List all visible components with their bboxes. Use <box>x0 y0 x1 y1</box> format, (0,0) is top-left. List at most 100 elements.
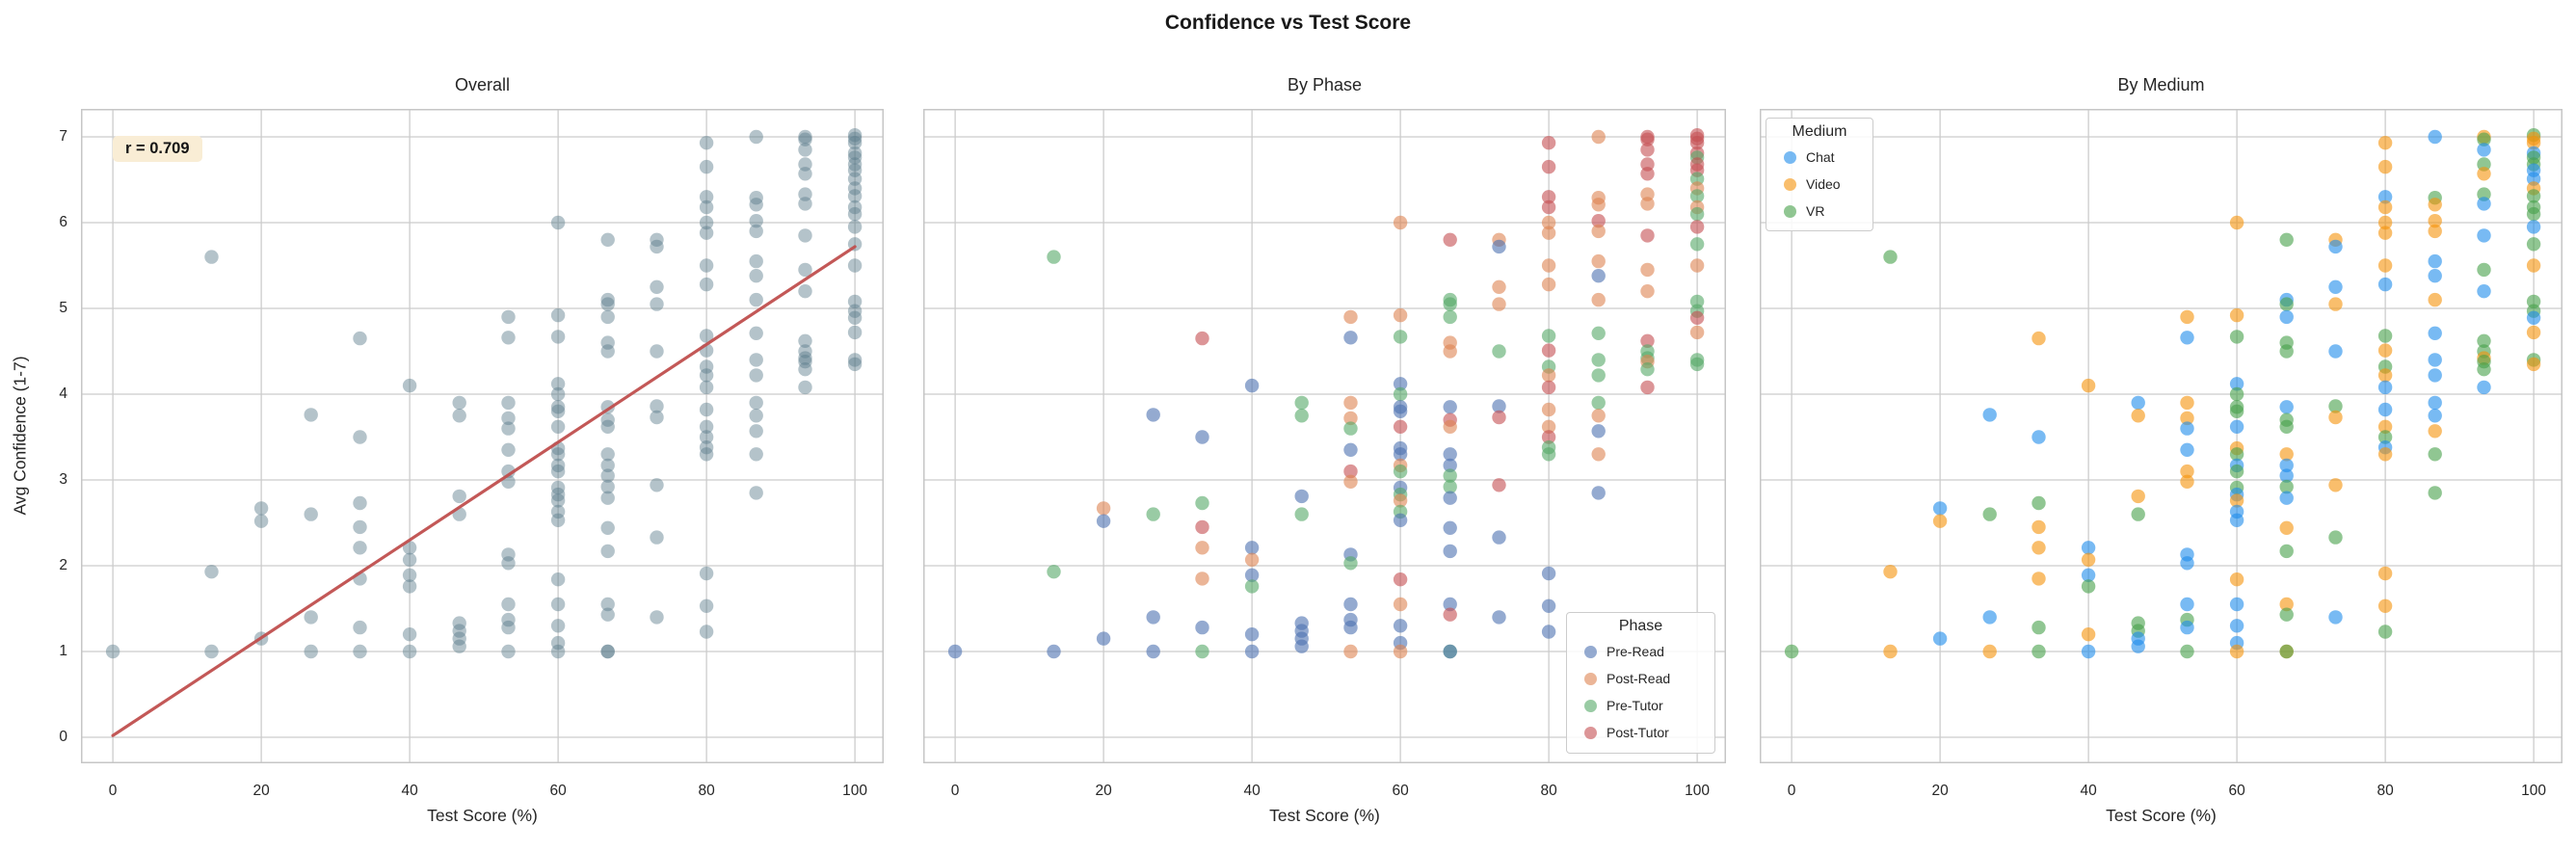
data-point <box>2279 419 2294 434</box>
data-point <box>1343 411 1358 426</box>
data-point <box>650 478 664 492</box>
data-point <box>2032 644 2046 659</box>
data-point <box>847 353 863 367</box>
data-point <box>699 598 714 613</box>
data-point <box>699 277 714 292</box>
data-point <box>550 307 566 323</box>
data-point <box>749 424 763 439</box>
data-point <box>1591 424 1606 439</box>
phase-legend-item: Post-Read <box>1577 665 1705 692</box>
panel-overall-title: Overall <box>454 75 510 94</box>
data-point <box>1541 402 1556 417</box>
data-point <box>600 644 615 659</box>
data-point <box>847 157 863 172</box>
data-point <box>1640 362 1655 377</box>
data-point <box>600 458 615 473</box>
data-point <box>1982 408 1997 422</box>
data-point <box>1492 399 1506 413</box>
y-tick-label: 5 <box>59 300 67 316</box>
x-tick-label: 0 <box>1787 783 1796 799</box>
phase-legend-label: Post-Read <box>1607 671 1671 686</box>
data-point <box>1443 520 1457 535</box>
data-point <box>452 489 466 504</box>
data-point <box>650 344 664 359</box>
regression-line <box>111 245 857 737</box>
data-point <box>2428 269 2442 283</box>
data-point <box>847 163 863 177</box>
x-tick-label: 60 <box>1392 783 1409 799</box>
data-point <box>798 228 812 243</box>
data-point <box>2279 309 2294 325</box>
data-point <box>650 410 664 425</box>
data-point <box>2279 400 2294 414</box>
data-point <box>2279 468 2294 483</box>
data-point <box>501 556 516 571</box>
data-point <box>600 335 615 350</box>
data-point <box>2180 620 2194 635</box>
data-point <box>2229 597 2244 612</box>
data-point <box>600 544 615 559</box>
data-point <box>2377 226 2393 240</box>
data-point <box>749 191 763 205</box>
data-point <box>699 258 714 273</box>
data-point <box>798 380 812 395</box>
data-point <box>304 408 318 422</box>
medium-legend: Medium Chat Video VR <box>1766 118 1873 231</box>
data-point <box>353 430 367 444</box>
data-point <box>452 409 466 423</box>
panel-by-medium: By Medium Medium Chat Video VR 0 20 40 60 80 10… <box>1760 75 2563 825</box>
data-point <box>1393 464 1408 479</box>
data-point <box>501 597 516 612</box>
data-point <box>2328 279 2343 294</box>
data-point <box>1591 224 1606 239</box>
data-point <box>2377 402 2393 417</box>
x-tick-label: 100 <box>1685 783 1711 799</box>
x-tick-label: 40 <box>401 783 418 799</box>
data-point <box>501 395 516 411</box>
phase-legend-swatch-icon <box>1584 726 1597 739</box>
data-point <box>1541 199 1556 215</box>
data-point <box>550 419 566 434</box>
data-point <box>1294 489 1309 504</box>
data-point <box>2428 129 2442 145</box>
medium-legend-item: VR <box>1776 198 1863 225</box>
medium-legend-swatch-icon <box>1784 177 1796 191</box>
data-point <box>2229 644 2244 659</box>
data-point <box>2477 262 2491 278</box>
data-point <box>1591 214 1606 228</box>
data-point <box>699 199 714 215</box>
data-point <box>1689 206 1705 222</box>
data-point <box>1443 644 1457 659</box>
y-tick-label: 0 <box>59 729 67 745</box>
data-point <box>1640 132 1655 146</box>
data-point <box>1195 519 1209 535</box>
y-axis-label: Avg Confidence (1-7) <box>10 356 30 516</box>
data-point <box>749 326 763 340</box>
data-point <box>304 610 318 625</box>
x-tick-label: 80 <box>1540 783 1557 799</box>
data-point <box>1146 644 1160 659</box>
data-point <box>2229 493 2244 508</box>
data-point <box>1640 228 1655 243</box>
data-point <box>2279 458 2294 473</box>
data-point <box>1640 284 1655 299</box>
data-point <box>2032 519 2046 535</box>
data-point <box>600 232 615 247</box>
data-point <box>749 253 763 269</box>
data-point <box>1541 226 1556 240</box>
phase-legend-label: Pre-Read <box>1607 644 1664 659</box>
data-point <box>847 325 863 340</box>
data-point <box>699 447 714 462</box>
axes-spines <box>81 109 884 763</box>
data-point <box>1047 644 1061 659</box>
data-point <box>847 150 863 165</box>
data-point <box>2428 326 2442 340</box>
data-point <box>550 572 566 587</box>
data-point <box>1294 409 1309 423</box>
x-tick-label: 0 <box>950 783 960 799</box>
data-point <box>1689 258 1705 273</box>
data-point <box>600 597 615 612</box>
data-point <box>1932 631 1948 646</box>
data-point <box>550 597 566 612</box>
data-point <box>1591 292 1606 307</box>
